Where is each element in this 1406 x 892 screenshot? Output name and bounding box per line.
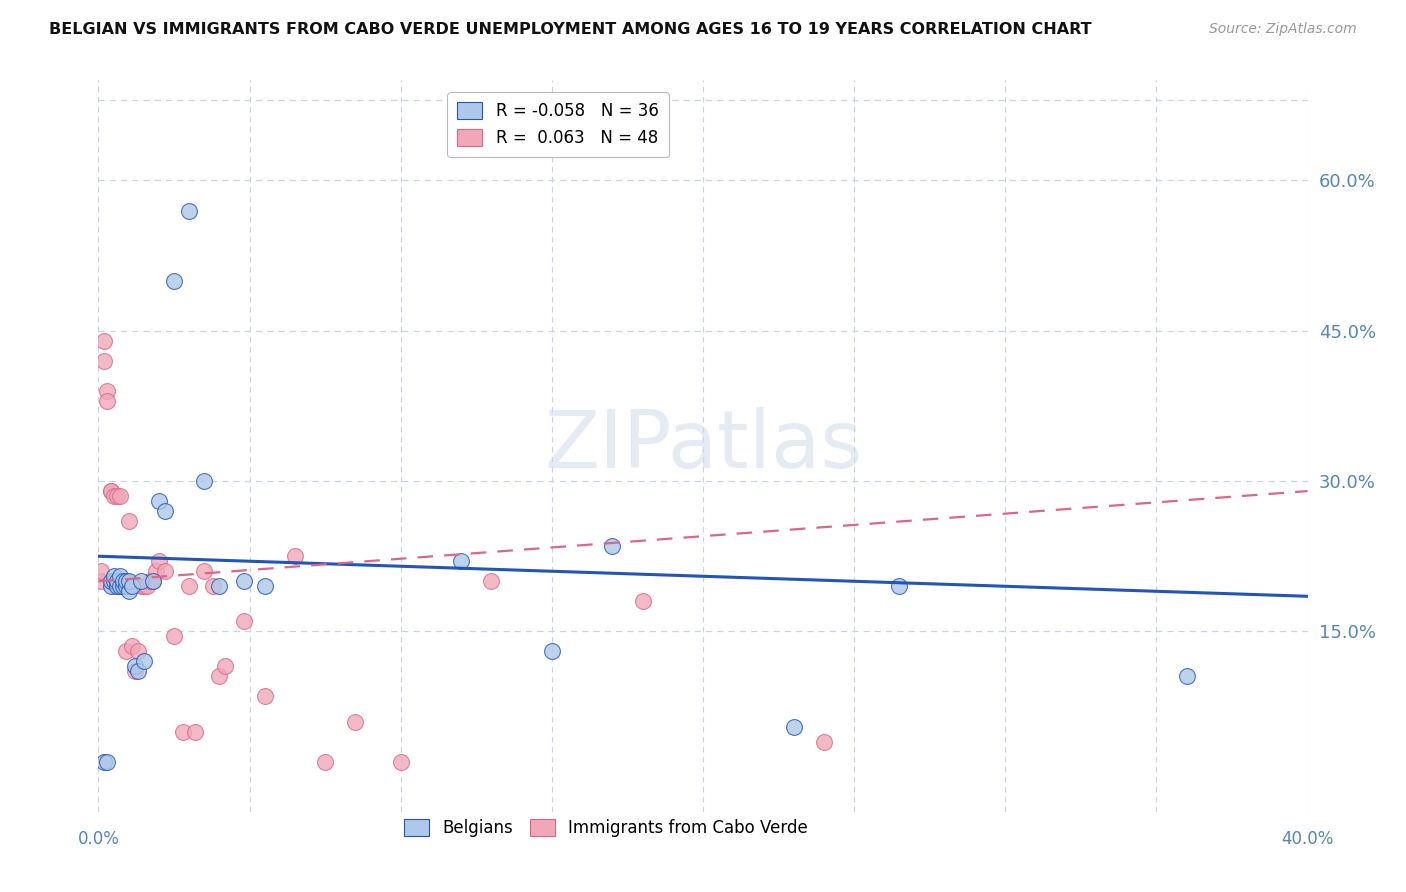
Text: 0.0%: 0.0%	[77, 830, 120, 847]
Point	[93, 334, 115, 348]
Point	[93, 755, 115, 769]
Point	[208, 669, 231, 683]
Point	[121, 640, 143, 654]
Point	[103, 574, 125, 589]
Point	[889, 579, 911, 593]
Point	[139, 574, 162, 589]
Point	[232, 615, 254, 629]
Legend: Belgians, Immigrants from Cabo Verde: Belgians, Immigrants from Cabo Verde	[398, 812, 815, 844]
Point	[208, 579, 231, 593]
Point	[163, 629, 186, 643]
Point	[148, 554, 170, 568]
Text: Source: ZipAtlas.com: Source: ZipAtlas.com	[1209, 22, 1357, 37]
Point	[111, 579, 134, 593]
Point	[108, 569, 131, 583]
Point	[103, 569, 125, 583]
Point	[179, 203, 201, 218]
Point	[135, 579, 157, 593]
Point	[129, 574, 152, 589]
Point	[124, 665, 146, 679]
Point	[105, 579, 128, 593]
Point	[344, 714, 367, 729]
Point	[118, 574, 141, 589]
Point	[96, 755, 118, 769]
Point	[103, 579, 125, 593]
Point	[105, 579, 128, 593]
Point	[111, 574, 134, 589]
Point	[783, 720, 806, 734]
Point	[540, 644, 562, 658]
Point	[202, 579, 225, 593]
Point	[100, 574, 122, 589]
Point	[153, 504, 176, 518]
Point	[118, 514, 141, 528]
Text: BELGIAN VS IMMIGRANTS FROM CABO VERDE UNEMPLOYMENT AMONG AGES 16 TO 19 YEARS COR: BELGIAN VS IMMIGRANTS FROM CABO VERDE UN…	[49, 22, 1092, 37]
Point	[108, 579, 131, 593]
Text: 40.0%: 40.0%	[1281, 830, 1334, 847]
Point	[631, 594, 654, 608]
Point	[96, 384, 118, 398]
Point	[108, 579, 131, 593]
Point	[813, 734, 835, 748]
Point	[145, 564, 167, 578]
Point	[127, 644, 149, 658]
Point	[153, 564, 176, 578]
Point	[127, 665, 149, 679]
Point	[100, 579, 122, 593]
Point	[214, 659, 236, 673]
Point	[132, 579, 155, 593]
Point	[129, 579, 152, 593]
Point	[124, 659, 146, 673]
Point	[114, 644, 136, 658]
Point	[100, 484, 122, 499]
Point	[1175, 669, 1198, 683]
Point	[163, 274, 186, 288]
Point	[105, 489, 128, 503]
Point	[96, 393, 118, 408]
Point	[179, 579, 201, 593]
Point	[142, 574, 165, 589]
Point	[90, 564, 112, 578]
Point	[284, 549, 307, 564]
Point	[602, 539, 624, 553]
Point	[389, 755, 412, 769]
Point	[253, 690, 276, 704]
Point	[450, 554, 472, 568]
Point	[108, 489, 131, 503]
Point	[93, 354, 115, 368]
Point	[121, 579, 143, 593]
Point	[193, 474, 215, 488]
Point	[132, 655, 155, 669]
Point	[103, 489, 125, 503]
Point	[100, 484, 122, 499]
Point	[111, 579, 134, 593]
Point	[193, 564, 215, 578]
Point	[232, 574, 254, 589]
Point	[114, 579, 136, 593]
Text: ZIPatlas: ZIPatlas	[544, 407, 862, 485]
Point	[184, 724, 207, 739]
Point	[114, 574, 136, 589]
Point	[314, 755, 336, 769]
Point	[105, 574, 128, 589]
Point	[142, 574, 165, 589]
Point	[111, 574, 134, 589]
Point	[253, 579, 276, 593]
Point	[481, 574, 503, 589]
Point	[148, 494, 170, 508]
Point	[90, 574, 112, 589]
Point	[118, 584, 141, 599]
Point	[118, 579, 141, 593]
Point	[105, 574, 128, 589]
Point	[172, 724, 194, 739]
